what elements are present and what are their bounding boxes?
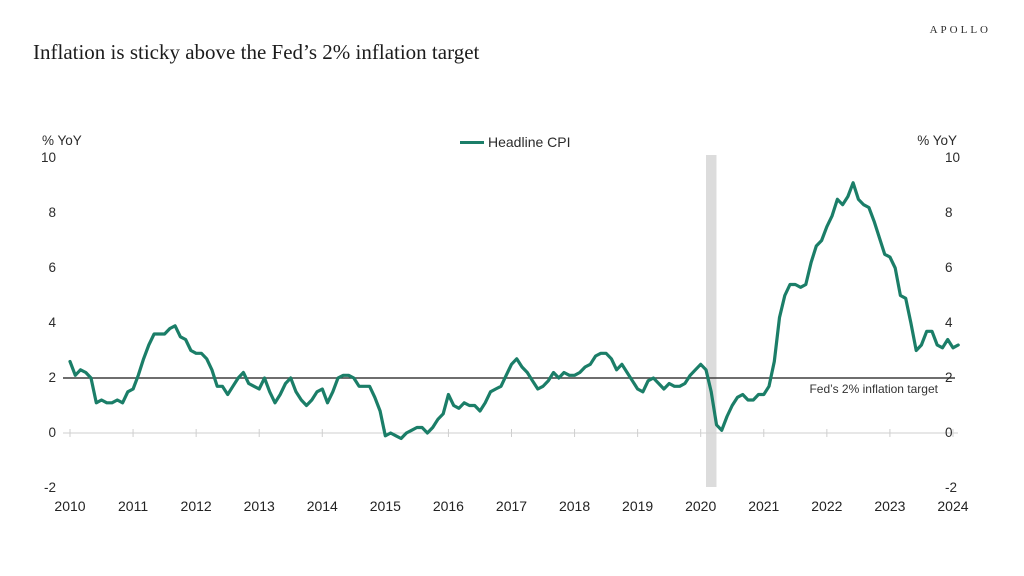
x-tick-label: 2016 [432,498,464,514]
x-tick-label: 2017 [495,498,528,514]
x-tick-label: 2015 [369,498,401,514]
legend-label: Headline CPI [488,134,571,150]
y-tick-label-right: 10 [945,150,961,165]
y-tick-label-right: 6 [945,260,953,275]
apollo-logo: APOLLO [929,24,991,36]
x-tick-label: 2013 [243,498,275,514]
x-tick-label: 2023 [874,498,906,514]
x-tick-label: 2021 [748,498,780,514]
headline-cpi-line [68,181,960,441]
chart-title: Inflation is sticky above the Fed’s 2% i… [33,40,480,64]
recession-band [706,155,717,487]
y-tick-label-right: -2 [945,480,958,495]
legend: Headline CPI [460,134,571,150]
x-tick-label: 2018 [558,498,591,514]
x-tick-label: 2011 [118,498,149,514]
y-tick-label-left: -2 [43,480,56,495]
x-tick-label: 2012 [180,498,212,514]
x-tick-label: 2019 [622,498,654,514]
y-tick-label-left: 10 [40,150,56,165]
y-tick-label-left: 0 [48,425,56,440]
x-tick-label: 2020 [685,498,717,514]
x-tick-label: 2022 [811,498,843,514]
y-tick-label-right: 2 [945,370,953,385]
x-tick-label: 2010 [54,498,86,514]
y-axis-unit-right: % YoY [917,133,957,148]
y-tick-label-right: 8 [945,205,953,220]
y-tick-label-left: 2 [48,370,56,385]
y-tick-label-left: 6 [48,260,56,275]
y-axis-unit-left: % YoY [42,133,82,148]
y-tick-label-right: 0 [945,425,953,440]
legend-line-icon [460,140,484,144]
x-tick-label: 2024 [937,498,969,514]
y-tick-label-left: 8 [48,205,56,220]
y-tick-label-left: 4 [48,315,56,330]
target-line-label: Fed’s 2% inflation target [809,382,938,396]
y-tick-label-right: 4 [945,315,953,330]
x-tick-label: 2014 [306,498,338,514]
